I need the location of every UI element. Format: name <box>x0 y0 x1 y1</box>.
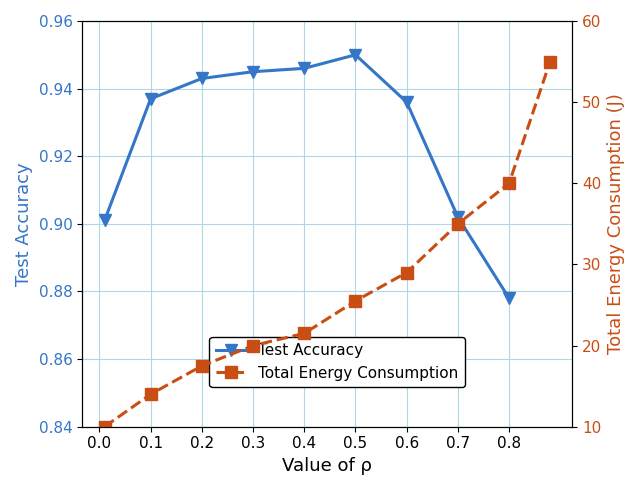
Total Energy Consumption <box>546 59 554 65</box>
Test Accuracy <box>198 75 205 81</box>
Total Energy Consumption <box>147 392 154 397</box>
Total Energy Consumption <box>198 363 205 369</box>
Line: Total Energy Consumption: Total Energy Consumption <box>99 56 556 432</box>
Test Accuracy <box>454 214 461 220</box>
Total Energy Consumption <box>454 221 461 227</box>
Test Accuracy <box>505 295 513 301</box>
Legend: Test Accuracy, Total Energy Consumption: Test Accuracy, Total Energy Consumption <box>209 337 465 387</box>
Test Accuracy <box>249 69 257 74</box>
Test Accuracy <box>351 52 359 58</box>
Total Energy Consumption <box>403 270 410 275</box>
X-axis label: Value of ρ: Value of ρ <box>282 457 372 475</box>
Test Accuracy <box>403 99 410 105</box>
Test Accuracy <box>100 218 108 223</box>
Y-axis label: Test Accuracy: Test Accuracy <box>15 162 33 286</box>
Total Energy Consumption <box>351 298 359 304</box>
Total Energy Consumption <box>100 424 108 430</box>
Test Accuracy <box>300 65 308 71</box>
Line: Test Accuracy: Test Accuracy <box>99 49 515 304</box>
Y-axis label: Total Energy Consumption (J): Total Energy Consumption (J) <box>607 94 625 354</box>
Test Accuracy <box>147 96 154 102</box>
Total Energy Consumption <box>505 180 513 186</box>
Total Energy Consumption <box>249 343 257 348</box>
Total Energy Consumption <box>300 330 308 336</box>
